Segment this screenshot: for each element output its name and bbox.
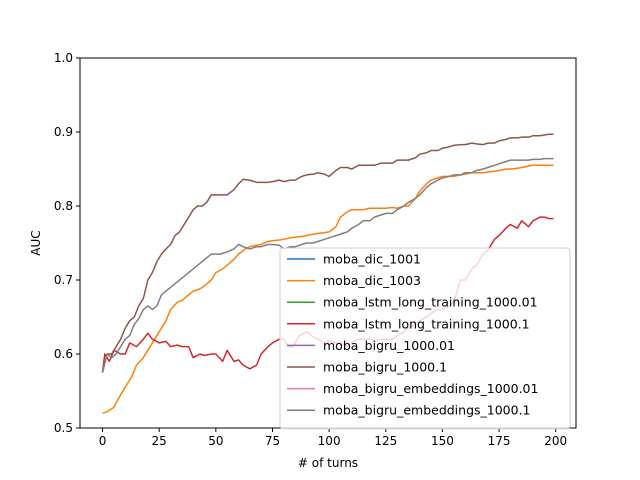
series-line-5 [101, 133, 554, 373]
y-tick-label: 0.8 [54, 199, 73, 213]
x-tick-label: 150 [431, 434, 454, 448]
legend: moba_dic_1001 moba_dic_1003 moba_lstm_long… [279, 247, 571, 430]
x-axis: 0 25 50 75 100 125 150 175 200 [99, 428, 567, 448]
legend-entry: moba_lstm_long_training_1000.1 [323, 316, 530, 331]
legend-entry: moba_dic_1001 [323, 252, 421, 267]
x-tick-label: 75 [265, 434, 280, 448]
legend-box [279, 247, 571, 430]
legend-entry: moba_bigru_embeddings_1000.1 [323, 403, 531, 418]
y-axis-label: AUC [29, 230, 43, 255]
legend-entry: moba_lstm_long_training_1000.01 [323, 295, 538, 310]
series-line-7 [101, 157, 554, 373]
y-tick-label: 0.5 [54, 421, 73, 435]
y-tick-label: 0.6 [54, 347, 73, 361]
legend-entry: moba_bigru_1000.01 [323, 338, 455, 353]
y-tick-label: 0.9 [54, 125, 73, 139]
series-line-1 [102, 164, 554, 414]
x-tick-label: 50 [208, 434, 223, 448]
legend-entry: moba_dic_1003 [323, 273, 421, 288]
x-tick-label: 0 [99, 434, 107, 448]
x-tick-label: 100 [318, 434, 341, 448]
y-tick-label: 1.0 [54, 51, 73, 65]
legend-entry: moba_bigru_embeddings_1000.01 [323, 381, 538, 396]
x-tick-label: 175 [488, 434, 511, 448]
x-axis-label: # of turns [298, 456, 358, 470]
x-tick-label: 25 [152, 434, 167, 448]
x-tick-label: 125 [374, 434, 397, 448]
x-tick-label: 200 [544, 434, 567, 448]
y-axis: 0.5 0.6 0.7 0.8 0.9 1.0 [54, 51, 80, 435]
y-tick-label: 0.7 [54, 273, 73, 287]
legend-entry: moba_bigru_1000.1 [323, 360, 447, 375]
